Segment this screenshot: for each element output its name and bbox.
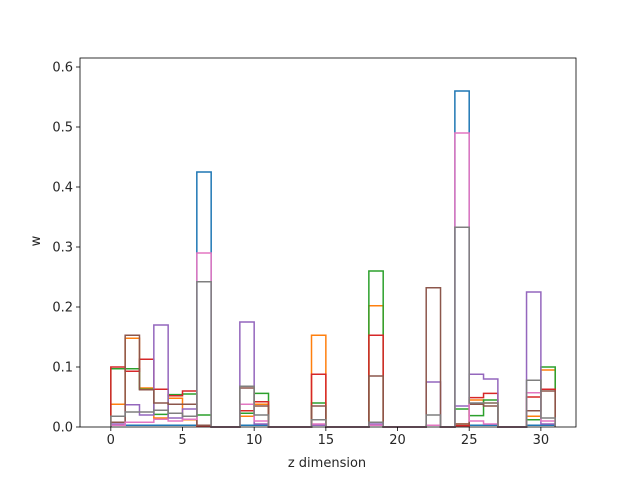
x-tick-label: 15 [318,433,335,448]
x-tick-label: 20 [389,433,406,448]
x-tick-label: 30 [533,433,550,448]
x-tick-label: 5 [178,433,186,448]
histogram-series-4 [110,334,556,428]
x-tick-label: 10 [246,433,263,448]
axes: 0 5 10 15 20 25 30 0.0 0.1 0.2 0.3 0.4 0.5 0.6 [52,57,577,448]
y-tick-label: 0.1 [52,361,73,376]
x-axis-label: z dimension [288,456,366,471]
y-tick-label: 0.5 [52,121,73,136]
y-tick-label: 0.0 [52,421,73,436]
x-tick-label: 25 [461,433,478,448]
y-tick-label: 0.4 [52,181,73,196]
y-tick-label: 0.6 [52,61,73,76]
axes-frame [79,57,577,428]
y-tick-label: 0.2 [52,301,73,316]
y-axis-label: w [29,235,44,246]
x-tick-label: 0 [107,433,115,448]
histogram-series-8 [110,226,556,428]
y-tick-label: 0.3 [52,241,73,256]
